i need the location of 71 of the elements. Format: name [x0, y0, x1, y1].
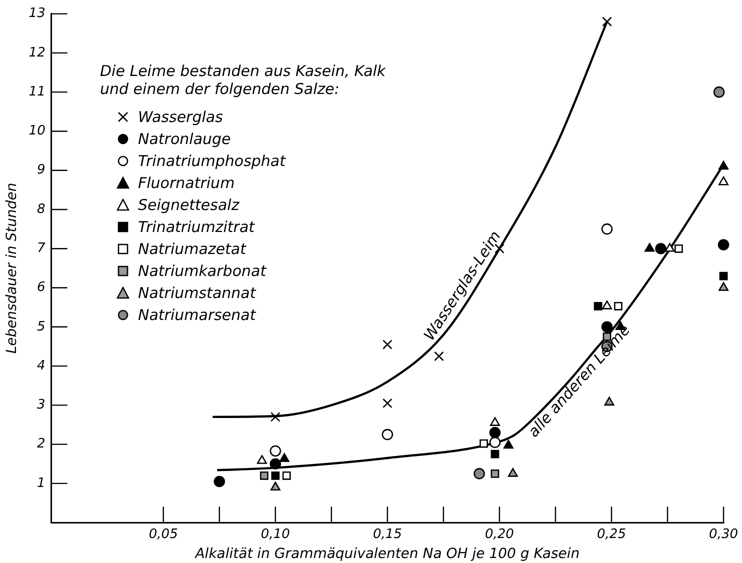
x-tick-label: 0,30 — [709, 526, 738, 542]
point — [214, 476, 226, 488]
legend-label: Seignettesalz — [138, 196, 240, 214]
point — [664, 242, 675, 252]
y-tick-label: 6 — [37, 280, 46, 296]
y-tick-label: 7 — [37, 241, 46, 256]
legend-label: Natriumstannat — [138, 284, 256, 302]
point — [604, 396, 614, 406]
y-tick-label: 11 — [28, 84, 46, 100]
x-tick-label: 0,15 — [372, 526, 402, 542]
point — [602, 300, 612, 310]
x-tick-label: 0,20 — [484, 526, 514, 542]
x-tick-label: 0,05 — [148, 526, 178, 542]
legend-label: Natriumazetat — [138, 240, 246, 258]
point — [282, 471, 291, 480]
legend-label: Trinatriumzitrat — [138, 218, 255, 236]
point — [434, 351, 444, 362]
x-tick-label: 0,10 — [260, 526, 290, 542]
legend-label: Natronlauge — [138, 130, 231, 148]
point — [489, 436, 501, 448]
point — [719, 272, 728, 280]
point — [674, 244, 683, 253]
point — [270, 458, 282, 470]
legend-label: Natriumarsenat — [138, 306, 256, 324]
legend-label: Trinatriumphosphat — [138, 152, 286, 170]
point — [655, 242, 666, 254]
y-tick-label: 10 — [28, 124, 46, 139]
point — [489, 426, 501, 438]
point — [382, 398, 392, 408]
point — [503, 440, 514, 449]
point — [480, 439, 488, 448]
point — [382, 428, 394, 440]
point — [508, 468, 518, 477]
legend-title: Die Leime bestanden aus Kasein, Kalk und einem der folgenden Salze: — [100, 62, 387, 98]
point — [256, 455, 267, 464]
point — [490, 469, 500, 478]
y-axis-title: Lebensdauer in Stunden — [4, 182, 20, 354]
point — [644, 242, 655, 252]
y-tick-label: 9 — [37, 162, 46, 178]
point — [713, 86, 725, 98]
y-tick-label: 12 — [28, 45, 46, 60]
point — [271, 471, 280, 480]
y-tick-label: 13 — [28, 6, 46, 22]
y-tick-label: 3 — [37, 398, 46, 413]
point — [270, 412, 280, 422]
x-tick-label: 0,25 — [597, 526, 626, 542]
point — [718, 282, 729, 291]
point — [614, 302, 622, 310]
point — [718, 160, 729, 170]
legend-label: Natriumkarbonat — [138, 262, 266, 280]
point — [279, 453, 290, 462]
point — [718, 176, 729, 186]
point — [260, 471, 268, 480]
point — [382, 340, 392, 350]
y-tick-label: 5 — [37, 319, 46, 334]
point — [490, 417, 500, 426]
legend-label: Fluornatrium — [138, 174, 235, 192]
x-axis-title: Alkalität in Grammäquivalenten Na OH je 100 g Kasein — [194, 546, 580, 562]
point — [594, 302, 602, 310]
point — [474, 468, 485, 480]
y-tick-label: 4 — [37, 358, 46, 374]
y-tick-label: 2 — [37, 436, 46, 452]
point — [602, 16, 612, 27]
point — [270, 482, 280, 491]
point — [601, 223, 613, 235]
point — [718, 239, 730, 250]
y-tick-label: 8 — [37, 202, 46, 217]
point — [270, 445, 282, 457]
point — [490, 450, 500, 458]
y-tick-label: 1 — [37, 476, 46, 491]
legend-label: Wasserglas — [138, 108, 223, 126]
